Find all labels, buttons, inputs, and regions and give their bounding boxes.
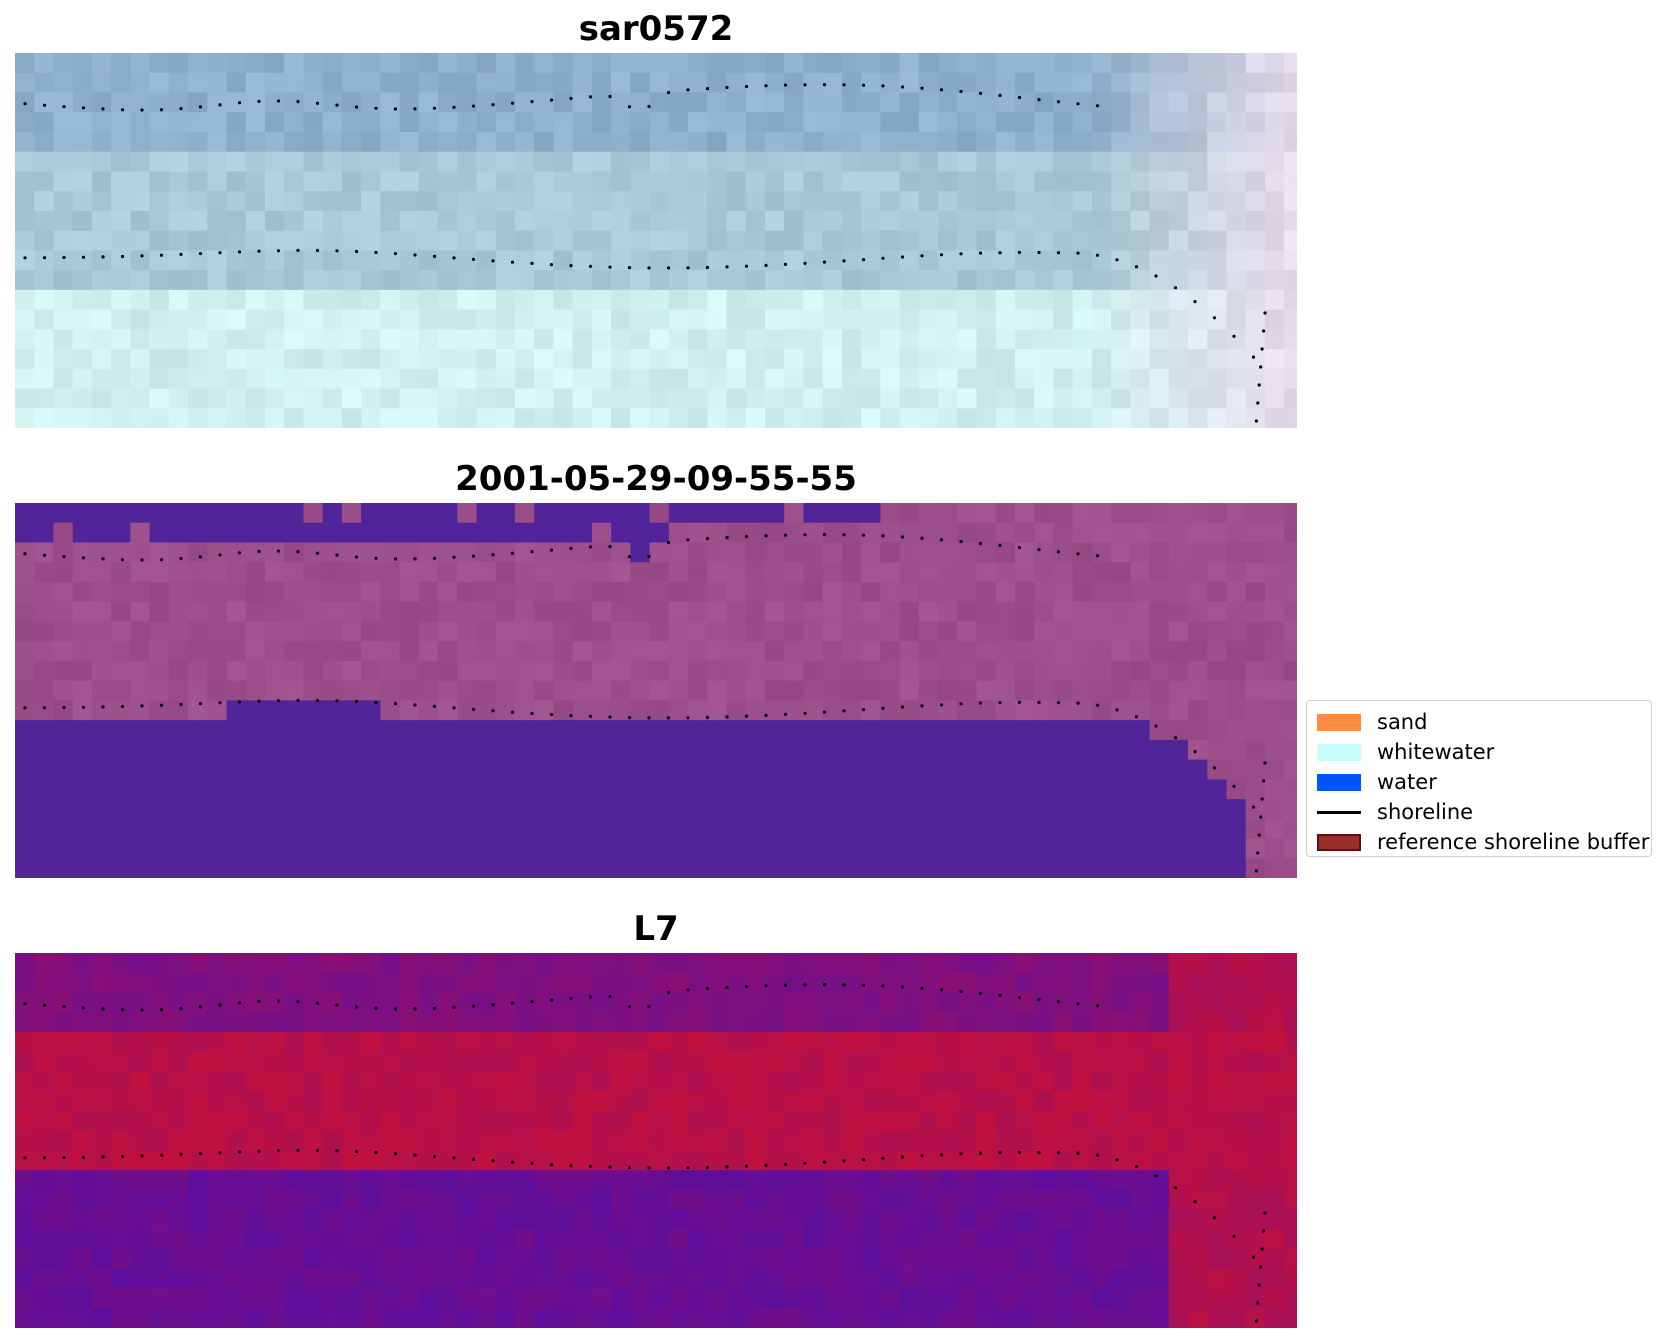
legend-label-shoreline: shoreline	[1377, 800, 1474, 824]
shoreline-line-sample	[1317, 810, 1361, 814]
legend-label-reference-buffer: reference shoreline buffer	[1377, 830, 1650, 854]
legend: sand whitewater water shoreline referenc…	[1306, 700, 1652, 857]
legend-item-shoreline: shoreline	[1315, 797, 1643, 827]
reference-buffer-swatch	[1317, 833, 1361, 851]
panel-title-classified: 2001-05-29-09-55-55	[455, 459, 857, 499]
legend-label-whitewater: whitewater	[1377, 740, 1495, 764]
shoreline-dots-classified	[23, 533, 1267, 873]
classified-image-panel	[15, 503, 1297, 878]
shoreline-dots-index	[23, 983, 1267, 1323]
legend-label-sand: sand	[1377, 710, 1428, 734]
shoreline-dots-rgb	[23, 83, 1267, 423]
legend-item-water: water	[1315, 767, 1643, 797]
index-image-panel	[15, 953, 1297, 1328]
whitewater-swatch	[1317, 743, 1361, 761]
rgb-image-panel	[15, 53, 1297, 428]
legend-item-sand: sand	[1315, 707, 1643, 737]
panel-title-rgb: sar0572	[578, 9, 734, 49]
panel-title-index: L7	[633, 909, 679, 949]
index-image	[15, 953, 1297, 1328]
rgb-image	[15, 53, 1297, 428]
legend-item-whitewater: whitewater	[1315, 737, 1643, 767]
classified-image	[15, 503, 1297, 878]
sand-swatch	[1317, 713, 1361, 731]
water-swatch	[1317, 773, 1361, 791]
legend-item-reference-buffer: reference shoreline buffer	[1315, 827, 1649, 857]
legend-label-water: water	[1377, 770, 1437, 794]
